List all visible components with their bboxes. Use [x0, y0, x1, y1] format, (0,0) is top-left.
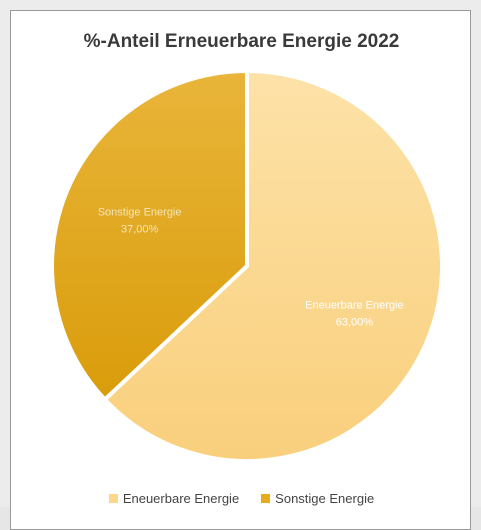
pie-slices [50, 68, 444, 463]
legend-item-erneuerbare: Eneuerbare Energie [108, 491, 240, 506]
slice-name-label: Eneuerbare Energie [305, 299, 403, 311]
legend-swatch [108, 494, 118, 503]
legend-label: Eneuerbare Energie [122, 491, 240, 506]
chart-card: %-Anteil Erneuerbare Energie 2022 Eneuer… [10, 10, 471, 530]
slice-name-label: Sonstige Energie [98, 207, 182, 219]
legend-label: Sonstige Energie [275, 491, 375, 506]
chart-legend: Eneuerbare Energie Sonstige Energie [11, 491, 472, 506]
pie-slice-sonstige [50, 68, 249, 403]
pie-slice-erneuerbare [102, 68, 444, 463]
legend-item-sonstige: Sonstige Energie [261, 491, 374, 506]
slice-value-label: 63,00% [336, 316, 374, 328]
chart-frame: %-Anteil Erneuerbare Energie 2022 Eneuer… [10, 10, 471, 530]
pie-chart: Eneuerbare Energie 63,00% Sonstige Energie… [50, 68, 444, 463]
slice-value-label: 37,00% [121, 224, 159, 236]
pie-data-labels: Eneuerbare Energie 63,00% Sonstige Energie… [98, 207, 404, 329]
legend-swatch [261, 494, 271, 503]
chart-title: %-Anteil Erneuerbare Energie 2022 [83, 31, 400, 52]
